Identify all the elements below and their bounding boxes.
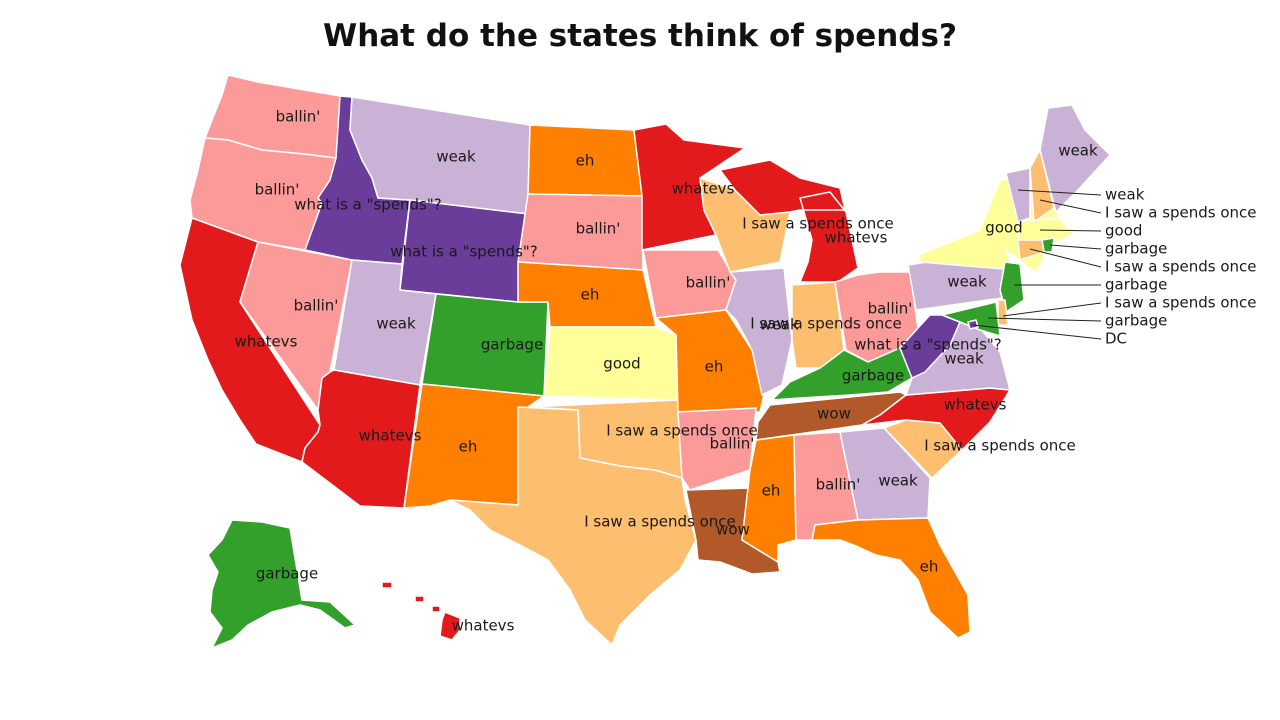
callout-leader-dc [972,324,1102,340]
state-label-ms: eh [762,482,781,500]
state-dc [967,319,979,330]
state-ma [1017,217,1076,245]
state-fl [811,517,971,639]
callout-leader-ri [1049,244,1102,250]
state-label-mn: whatevs [672,180,735,198]
state-nj [999,261,1025,313]
state-label-la: wow [716,521,750,539]
state-label-ak: garbage [256,565,318,583]
state-label-ar: ballin' [710,435,755,453]
state-label-sc: I saw a spends once [924,437,1076,455]
state-label-sd: ballin' [576,220,621,238]
state-ct [1017,239,1045,261]
state-label-wa: ballin' [276,108,321,126]
state-nh [1029,149,1055,223]
state-label-me: weak [1058,142,1098,160]
state-label-nc: whatevs [944,396,1007,414]
state-label-mo: eh [705,358,724,376]
state-md [941,301,1001,337]
callout-leader-vt [1017,189,1102,196]
state-mo [655,309,767,413]
state-label-ia: ballin' [686,274,731,292]
state-label-va: weak [944,350,984,368]
callout-label-md: garbage [1105,312,1167,330]
state-label-ny: good [985,219,1022,237]
state-ak [207,519,356,649]
state-me [1039,104,1111,213]
state-label-ky: garbage [842,367,904,385]
state-ca [179,217,321,463]
callout-leader-md [987,317,1102,322]
state-label-hi: whatevs [452,617,515,635]
state-label-ne: eh [581,286,600,304]
state-ms [741,434,797,563]
state-label-id: what is a "spends"? [294,196,442,214]
state-label-nv: ballin' [294,297,339,315]
state-label-mi: whatevs [825,229,888,247]
callout-leader-de [1002,302,1102,317]
state-label-wi: I saw a spends once [742,215,894,233]
state-label-ok: I saw a spends once [606,422,758,440]
state-label-or: ballin' [255,181,300,199]
map-title: What do the states think of spends? [323,18,957,54]
state-label-tx: I saw a spends once [584,513,736,531]
state-label-ks: good [603,355,640,373]
callout-leader-nh [1039,199,1102,214]
callout-label-ct: I saw a spends once [1105,258,1257,276]
state-vt [1005,167,1031,223]
callout-leader-ct [1029,248,1102,268]
callout-leaders [972,189,1102,340]
state-il [725,267,793,396]
state-label-al: ballin' [816,476,861,494]
callout-label-nh: I saw a spends once [1105,204,1257,222]
callout-label-dc: DC [1105,330,1127,348]
state-label-pa: weak [947,273,987,291]
callout-label-ri: garbage [1105,240,1167,258]
state-label-ga: weak [878,472,918,490]
state-label-ut: weak [376,315,416,333]
state-ar [677,407,757,491]
callout-label-vt: weak [1105,186,1145,204]
state-label-wv: what is a "spends"? [854,336,1002,354]
callout-leader-ma [1039,229,1102,232]
state-label-mt: weak [436,148,476,166]
callout-label-ma: good [1105,222,1142,240]
state-label-in: I saw a spends once [750,315,902,333]
state-label-oh: ballin' [868,300,913,318]
state-label-ca: whatevs [235,333,298,351]
state-label-wy: what is a "spends"? [390,243,538,261]
state-ga [839,427,931,521]
callout-label-de: I saw a spends once [1105,294,1257,312]
state-label-nm: eh [459,438,478,456]
state-label-il: weak [759,316,799,334]
state-label-tn: wow [817,405,851,423]
state-label-co: garbage [481,336,543,354]
state-co [421,293,549,397]
state-label-az: whatevs [359,427,422,445]
state-hi [381,581,461,641]
state-label-fl: eh [920,558,939,576]
states-layer [179,74,1111,649]
state-label-nd: eh [576,152,595,170]
state-tx [449,406,697,646]
state-mi [719,159,859,283]
callout-label-nj: garbage [1105,276,1167,294]
